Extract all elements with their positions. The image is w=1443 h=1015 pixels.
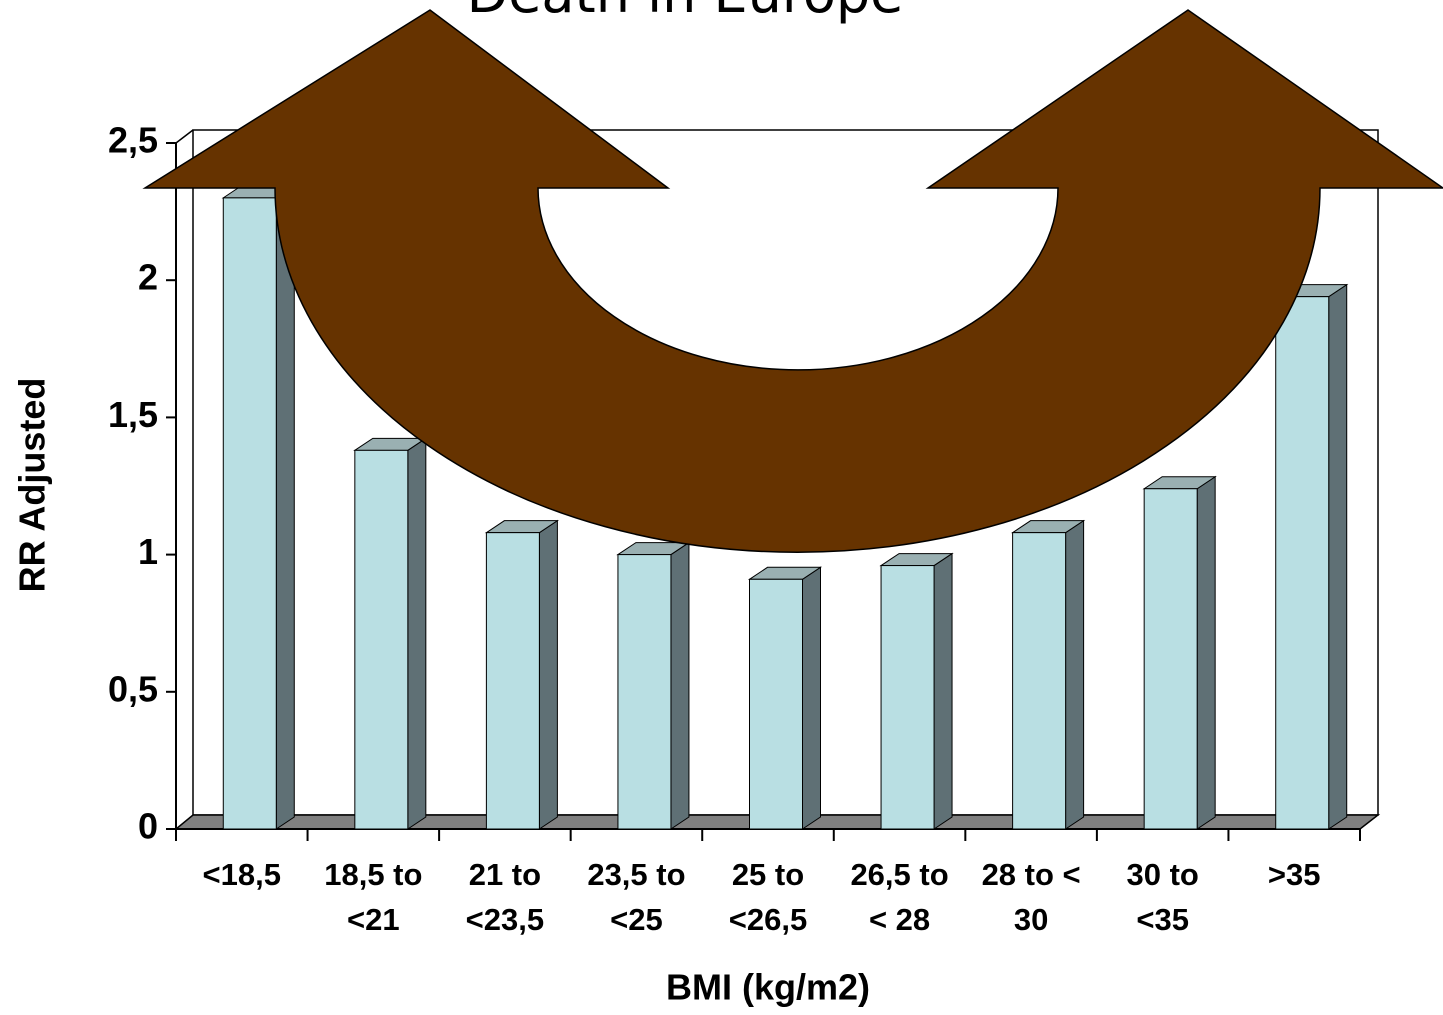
bar [1144, 489, 1197, 829]
bar-side [934, 554, 952, 829]
bar-side [803, 567, 821, 829]
bar [750, 579, 803, 829]
bar-side [408, 438, 426, 829]
wall-edge [176, 130, 193, 143]
bar-side [276, 186, 294, 829]
page: {"chart_data": {"type": "bar", "title": … [0, 0, 1443, 1015]
x-tick-label: 30 to<35 [1126, 857, 1198, 937]
bar [1276, 297, 1329, 829]
bar-side [1197, 477, 1215, 829]
bar [355, 450, 408, 829]
x-tick-label: 23,5 to<25 [587, 857, 685, 937]
x-tick-label: 21 to<23,5 [466, 857, 544, 937]
y-axis-title: RR Adjusted [12, 378, 53, 593]
chart: Death in Europe BMI (kg/m2) RR Adjusted … [0, 0, 1443, 1015]
bar-side [671, 543, 689, 829]
x-tick-label: 28 to <30 [982, 857, 1081, 937]
bar-side [1329, 285, 1347, 829]
bar [486, 533, 539, 829]
bar [881, 566, 934, 829]
x-tick-label: <18,5 [203, 857, 281, 892]
x-tick-label: 26,5 to< 28 [850, 857, 948, 937]
x-tick-label: 25 to<26,5 [729, 857, 807, 937]
y-tick-label: 2,5 [108, 120, 158, 161]
x-tick-label: 18,5 to<21 [324, 857, 422, 937]
x-tick-label: >35 [1268, 857, 1321, 892]
y-tick-label: 1,5 [108, 394, 158, 435]
y-tick-label: 2 [138, 257, 158, 298]
bar [1013, 533, 1066, 829]
bar [223, 198, 276, 829]
bar-side [539, 521, 557, 829]
x-axis-title: BMI (kg/m2) [666, 967, 870, 1008]
bar-side [1066, 521, 1084, 829]
y-tick-label: 1 [138, 531, 158, 572]
y-tick-label: 0,5 [108, 668, 158, 709]
chart-title: Death in Europe [467, 0, 904, 25]
y-tick-label: 0 [138, 806, 158, 847]
bar [618, 555, 671, 829]
